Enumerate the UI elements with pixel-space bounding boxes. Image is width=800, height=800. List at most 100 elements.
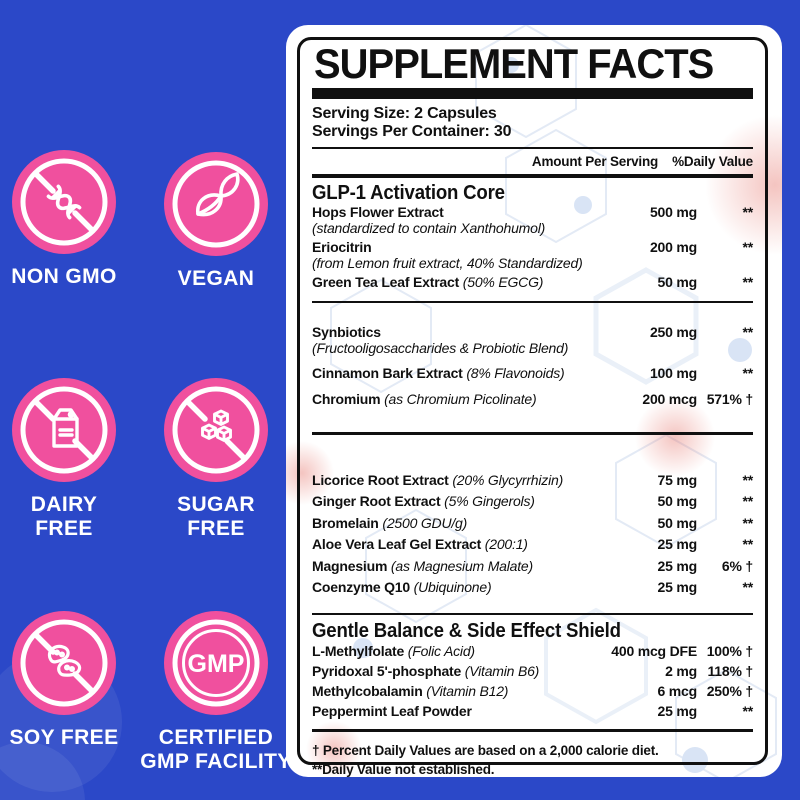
ingredient-name: Eriocitrin [312,238,372,255]
ingredient-detail: (200:1) [481,536,528,552]
ingredient-name: Aloe Vera Leaf Gel Extract [312,536,482,552]
badge-label: SUGAR FREE [126,493,306,541]
ingredient-row: Hops Flower Extract (standardized to cont… [312,204,753,236]
ingredient-row: Pyridoxal 5'-phosphate (Vitamin B6) 2 mg 1… [312,662,753,681]
ingredient-row: Bromelain (2500 GDU/g) 50 mg ** [312,514,753,534]
ingredient-amount: 25 mg [657,703,698,719]
ingredient-amount: 500 mg [649,203,697,220]
badge-label-line: GMP FACILITY [140,750,292,773]
section-divider [312,612,753,615]
badge-label: DAIRY FREE [0,493,154,541]
ingredient-sections: GLP-1 Activation Core Hops Flower Extract… [312,178,753,732]
ingredient-daily-value: ** [742,238,754,255]
ingredient-row: Coenzyme Q10 (Ubiquinone) 25 mg ** [312,578,753,598]
servings-per-container: Servings Per Container: 30 [312,122,512,140]
divider-line [312,147,753,149]
ingredient-amount: 50 mg [657,273,698,290]
ingredient-daily-value: 571% † [706,390,753,407]
ingredient-daily-value: 6% † [721,557,753,574]
ingredient-name: Bromelain [312,514,379,531]
no-soy-icon [12,611,116,715]
ingredient-row: Methylcobalamin (Vitamin B12) 6 mcg 250% † [312,682,753,701]
ingredient-detail: (8% Flavonoids) [462,364,565,381]
vegan-leaf-icon [164,152,268,256]
ingredient-name: Chromium [312,390,381,407]
ingredient-detail: (standardized to contain Xanthohumol) [312,219,546,236]
title-bar [312,88,753,99]
ingredient-section: Licorice Root Extract (20% Glycyrrhizin)… [312,435,753,613]
gmp-seal-text: GMP [188,650,245,678]
ingredient-amount: 2 mg [665,663,697,679]
ingredient-row: Chromium (as Chromium Picolinate) 200 mcg… [312,391,753,408]
no-dairy-icon [12,378,116,482]
ingredient-detail: (5% Gingerols) [440,493,535,509]
ingredient-amount: 50 mg [657,493,698,509]
ingredient-row: Green Tea Leaf Extract (50% EGCG) 50 mg ** [312,274,753,291]
ingredient-section: GLP-1 Activation Core Hops Flower Extract… [312,178,753,301]
daily-value-column-header: %Daily Value [672,154,753,169]
ingredient-detail: (Ubiquinone) [409,579,492,595]
badge-dairy-free: DAIRY FREE [12,378,116,541]
ingredient-daily-value: ** [742,703,754,719]
panel-title: SUPPLEMENT FACTS [314,40,714,87]
ingredient-detail: (as Magnesium Malate) [387,557,533,574]
facts-border-box: SUPPLEMENT FACTS Serving Size: 2 Capsule… [297,37,768,777]
column-headers: Amount Per Serving %Daily Value [312,154,753,169]
ingredient-name: Synbiotics [312,323,381,340]
badge-non-gmo: NON GMO [11,150,116,289]
ingredient-amount: 100 mg [649,364,697,381]
section-divider [312,300,753,303]
ingredient-daily-value: ** [742,323,754,340]
ingredient-daily-value: 118% † [707,663,753,679]
ingredient-row: L-Methylfolate (Folic Acid) 400 mcg DFE 10… [312,642,753,661]
ingredient-name: Hops Flower Extract [312,203,444,220]
ingredient-daily-value: ** [742,579,754,595]
ingredient-amount: 50 mg [657,514,698,531]
ingredient-daily-value: ** [742,471,754,488]
ingredient-daily-value: 250% † [706,683,753,699]
ingredient-name: Ginger Root Extract [312,493,441,509]
badge-gmp-certified: GMP CERTIFIED GMP FACILITY [140,611,291,774]
footnotes: † Percent Daily Values are based on a 2,… [312,732,753,779]
ingredient-row: Peppermint Leaf Powder 25 mg ** [312,702,753,721]
ingredient-daily-value: ** [742,273,754,290]
serving-size: Serving Size: 2 Capsules [312,105,497,122]
badge-vegan: VEGAN [164,152,268,291]
ingredient-name: Pyridoxal 5'-phosphate [312,663,462,679]
footnote-not-established: **Daily Value not established. [312,761,495,777]
ingredient-name: Green Tea Leaf Extract [312,273,460,290]
section-divider [312,729,753,732]
ingredient-detail: (Vitamin B12) [422,683,509,699]
ingredient-section: Synbiotics (Fructooligosaccharides & Prob… [312,303,753,432]
ingredient-amount: 200 mg [649,238,697,255]
ingredient-name: Methylcobalamin [312,683,423,699]
ingredient-detail: (Folic Acid) [404,643,475,659]
ingredient-detail: (20% Glycyrrhizin) [448,471,564,488]
footnote-daily-value: † Percent Daily Values are based on a 2,… [312,742,659,758]
ingredient-detail: (from Lemon fruit extract, 40% Standardi… [312,254,583,271]
badge-label-line: VEGAN [177,267,255,290]
ingredient-detail: (50% EGCG) [459,273,544,290]
badge-label-line: NON GMO [11,265,117,288]
ingredient-detail: (as Chromium Picolinate) [380,390,537,407]
badge-sugar-free: SUGAR FREE [164,378,268,541]
badge-label: NON GMO [0,265,154,289]
ingredient-amount: 75 mg [657,471,698,488]
ingredient-section: Gentle Balance & Side Effect Shield L-Met… [312,615,753,729]
ingredient-amount: 400 mcg DFE [611,643,697,659]
no-sugar-icon [164,378,268,482]
badge-label-line: FREE [35,517,93,540]
ingredient-amount: 200 mcg [642,390,697,407]
ingredient-daily-value: ** [742,364,754,381]
ingredient-amount: 6 mcg [657,683,698,699]
ingredient-daily-value: 100% † [706,643,753,659]
section-divider [312,431,753,435]
ingredient-name: Cinnamon Bark Extract [312,364,463,381]
ingredient-daily-value: ** [742,514,754,531]
ingredient-row: Magnesium (as Magnesium Malate) 25 mg 6% † [312,557,753,577]
badge-soy-free: SOY FREE [9,611,118,750]
ingredient-daily-value: ** [742,536,754,552]
molecule-pattern-decoration [286,25,782,777]
ingredient-name: Licorice Root Extract [312,471,449,488]
ingredient-detail: (Fructooligosaccharides & Probiotic Blen… [312,339,569,356]
